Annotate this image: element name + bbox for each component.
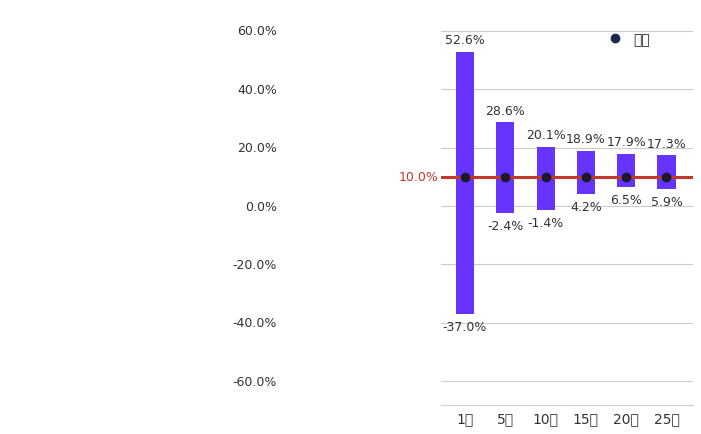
Bar <box>456 53 474 314</box>
Text: 18.9%: 18.9% <box>566 133 606 146</box>
Text: 20.0%: 20.0% <box>238 142 277 155</box>
Text: 4.2%: 4.2% <box>570 200 601 213</box>
Bar <box>617 155 635 187</box>
Text: -2.4%: -2.4% <box>487 219 524 232</box>
Bar <box>577 151 595 194</box>
Bar <box>536 148 554 210</box>
Bar <box>658 156 676 189</box>
Text: 60.0%: 60.0% <box>238 25 277 38</box>
Text: 17.9%: 17.9% <box>606 135 646 148</box>
Text: -60.0%: -60.0% <box>233 375 277 388</box>
Text: -37.0%: -37.0% <box>443 320 487 333</box>
Bar <box>496 123 515 214</box>
Text: 40.0%: 40.0% <box>238 83 277 96</box>
Text: 52.6%: 52.6% <box>445 34 485 47</box>
Legend: 평균: 평균 <box>596 27 655 52</box>
Text: 0.0%: 0.0% <box>245 200 277 213</box>
Text: -40.0%: -40.0% <box>233 317 277 330</box>
Text: -20.0%: -20.0% <box>233 258 277 271</box>
Text: -1.4%: -1.4% <box>527 217 564 230</box>
Text: 10.0%: 10.0% <box>398 171 438 184</box>
Text: 5.9%: 5.9% <box>651 195 682 208</box>
Text: 17.3%: 17.3% <box>646 137 686 150</box>
Text: 6.5%: 6.5% <box>611 194 642 207</box>
Text: 28.6%: 28.6% <box>486 104 525 117</box>
Text: 20.1%: 20.1% <box>526 129 566 142</box>
